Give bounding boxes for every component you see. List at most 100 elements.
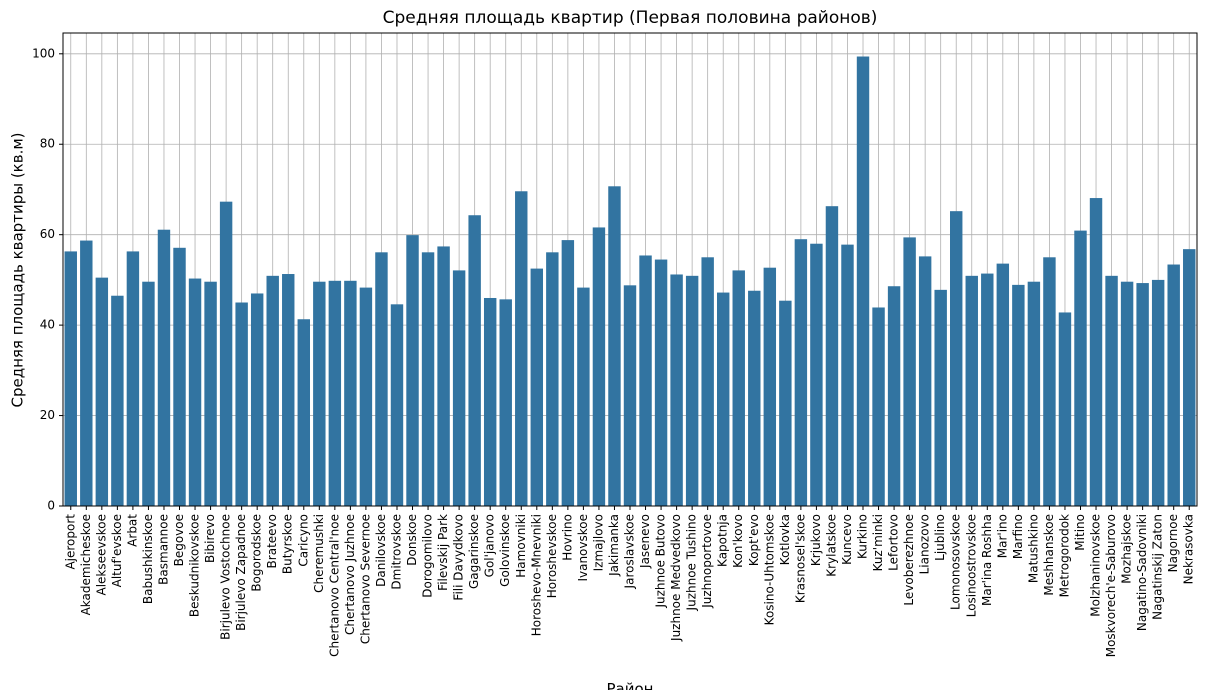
bar	[313, 281, 326, 506]
bar	[981, 273, 994, 506]
bar	[204, 281, 217, 506]
x-tick-label: Akademicheskoe	[79, 514, 93, 615]
x-tick-label: Mar'ina Roshha	[980, 514, 994, 606]
bar	[188, 278, 202, 506]
x-tick-label: Jasenevo	[638, 514, 652, 569]
x-tick-label: Krasnosel'skoe	[793, 514, 807, 603]
bar	[701, 257, 714, 506]
bar	[437, 246, 450, 506]
bar	[670, 274, 683, 506]
bar	[763, 267, 777, 506]
x-tick-label: Chertanovo Juzhnoe	[343, 514, 357, 635]
x-tick-label: Losinoostrovskoe	[964, 514, 978, 617]
x-tick-label: Ajeroport	[63, 514, 77, 570]
x-tick-label: Beskudnikovskoe	[188, 514, 202, 617]
bar	[779, 300, 792, 506]
x-tick-label: Gagarinskoe	[467, 514, 481, 589]
y-axis-label: Средняя площадь квартиры (кв.м)	[9, 132, 27, 407]
x-tick-label: Levoberezhnoe	[902, 514, 916, 606]
x-tick-label: Birjulevo Zapadnoe	[234, 514, 248, 631]
x-tick-label: Alekseevskoe	[94, 514, 108, 596]
x-tick-label: Mar'ino	[995, 514, 1009, 558]
y-tick-label: 100	[32, 46, 55, 60]
x-tick-label: Matushkino	[1026, 514, 1040, 583]
bar	[1043, 257, 1056, 506]
bar	[1089, 198, 1103, 506]
x-tick-label: Molzhaninovskoe	[1089, 514, 1103, 617]
x-tick-label: Nekrasovka	[1182, 514, 1196, 584]
x-tick-label: Krylatskoe	[824, 514, 838, 577]
bar	[1183, 249, 1196, 506]
x-tick-label: Mitino	[1073, 514, 1087, 551]
bar	[623, 285, 637, 506]
y-tick-label: 0	[47, 499, 55, 513]
bar	[142, 281, 155, 506]
x-tick-label: Lianozovo	[918, 514, 932, 574]
x-tick-label: Begovoe	[172, 514, 186, 566]
x-tick-label: Cheremushki	[312, 514, 326, 593]
x-tick-label: Kon'kovo	[731, 514, 745, 568]
plot-frame	[62, 32, 1198, 507]
x-tick-label: Danilovskoe	[374, 514, 388, 587]
bar	[250, 293, 264, 506]
x-tick-label: Moskvorech'e-Saburovo	[1104, 514, 1118, 657]
x-tick-label: Babushkinskoe	[141, 514, 155, 604]
bar	[515, 191, 528, 506]
bar	[468, 215, 481, 506]
x-tick-label: Dmitrovskoe	[389, 514, 403, 590]
x-tick-label: Juzhnoe Butovo	[654, 514, 668, 609]
x-tick-label: Bibirevo	[203, 514, 217, 563]
chart-title: Средняя площадь квартир (Первая половина…	[383, 8, 878, 28]
bar	[794, 239, 808, 506]
x-tick-label: Juzhnoe Medvedkovo	[669, 514, 683, 642]
bar	[375, 252, 388, 506]
x-tick-label: Marfino	[1011, 514, 1025, 559]
bar	[856, 56, 870, 506]
x-tick-label: Fili Davydkovo	[452, 514, 466, 601]
bar	[1120, 281, 1134, 506]
x-tick-label: Kopt'evo	[747, 514, 761, 566]
bar	[235, 302, 248, 506]
bar	[111, 295, 124, 506]
x-tick-label: Lomonosovskoe	[949, 514, 963, 610]
x-tick-label: Ivanovskoe	[576, 514, 590, 582]
bar	[328, 280, 342, 506]
x-tick-label: Basmannoe	[156, 514, 170, 585]
x-tick-label: Birjulevo Vostochnoe	[219, 514, 233, 640]
x-tick-label: Butyrskoe	[281, 514, 295, 574]
x-tick-label: Altuf'evskoe	[110, 514, 124, 587]
x-tick-label: Kotlovka	[778, 514, 792, 565]
x-tick-label: Chertanovo Severnoe	[358, 514, 372, 644]
bar	[266, 275, 279, 506]
bar	[1012, 284, 1025, 506]
x-tick-label: Lefortovo	[887, 514, 901, 571]
y-tick-label: 40	[40, 318, 55, 332]
bar	[282, 274, 295, 506]
x-tick-label: Nagatino-Sadovniki	[1135, 514, 1149, 631]
x-tick-label: Nagornoe	[1166, 514, 1180, 572]
bar	[1151, 279, 1165, 506]
bar	[1074, 230, 1087, 506]
bar	[654, 259, 668, 506]
x-tick-label: Dorogomilovo	[421, 514, 435, 598]
bar	[685, 275, 699, 506]
bar	[561, 240, 575, 507]
bar	[1027, 281, 1041, 506]
y-tick-label: 20	[40, 408, 55, 422]
bar	[592, 227, 606, 507]
x-tick-label: Caricyno	[296, 514, 310, 567]
bar	[841, 244, 854, 506]
bar	[608, 186, 621, 506]
x-tick-label: Golovinskoe	[498, 514, 512, 587]
bar	[1167, 264, 1180, 506]
x-tick-label: Kuncevo	[840, 514, 854, 565]
bar	[887, 286, 901, 506]
x-tick-label: Hamovniki	[514, 514, 528, 578]
x-tick-label: Horoshevskoe	[545, 514, 559, 598]
y-tick-label: 60	[40, 227, 55, 241]
bar	[530, 268, 544, 506]
bar	[996, 263, 1010, 506]
bar	[173, 247, 186, 507]
x-tick-label: Krjukovo	[809, 514, 823, 566]
